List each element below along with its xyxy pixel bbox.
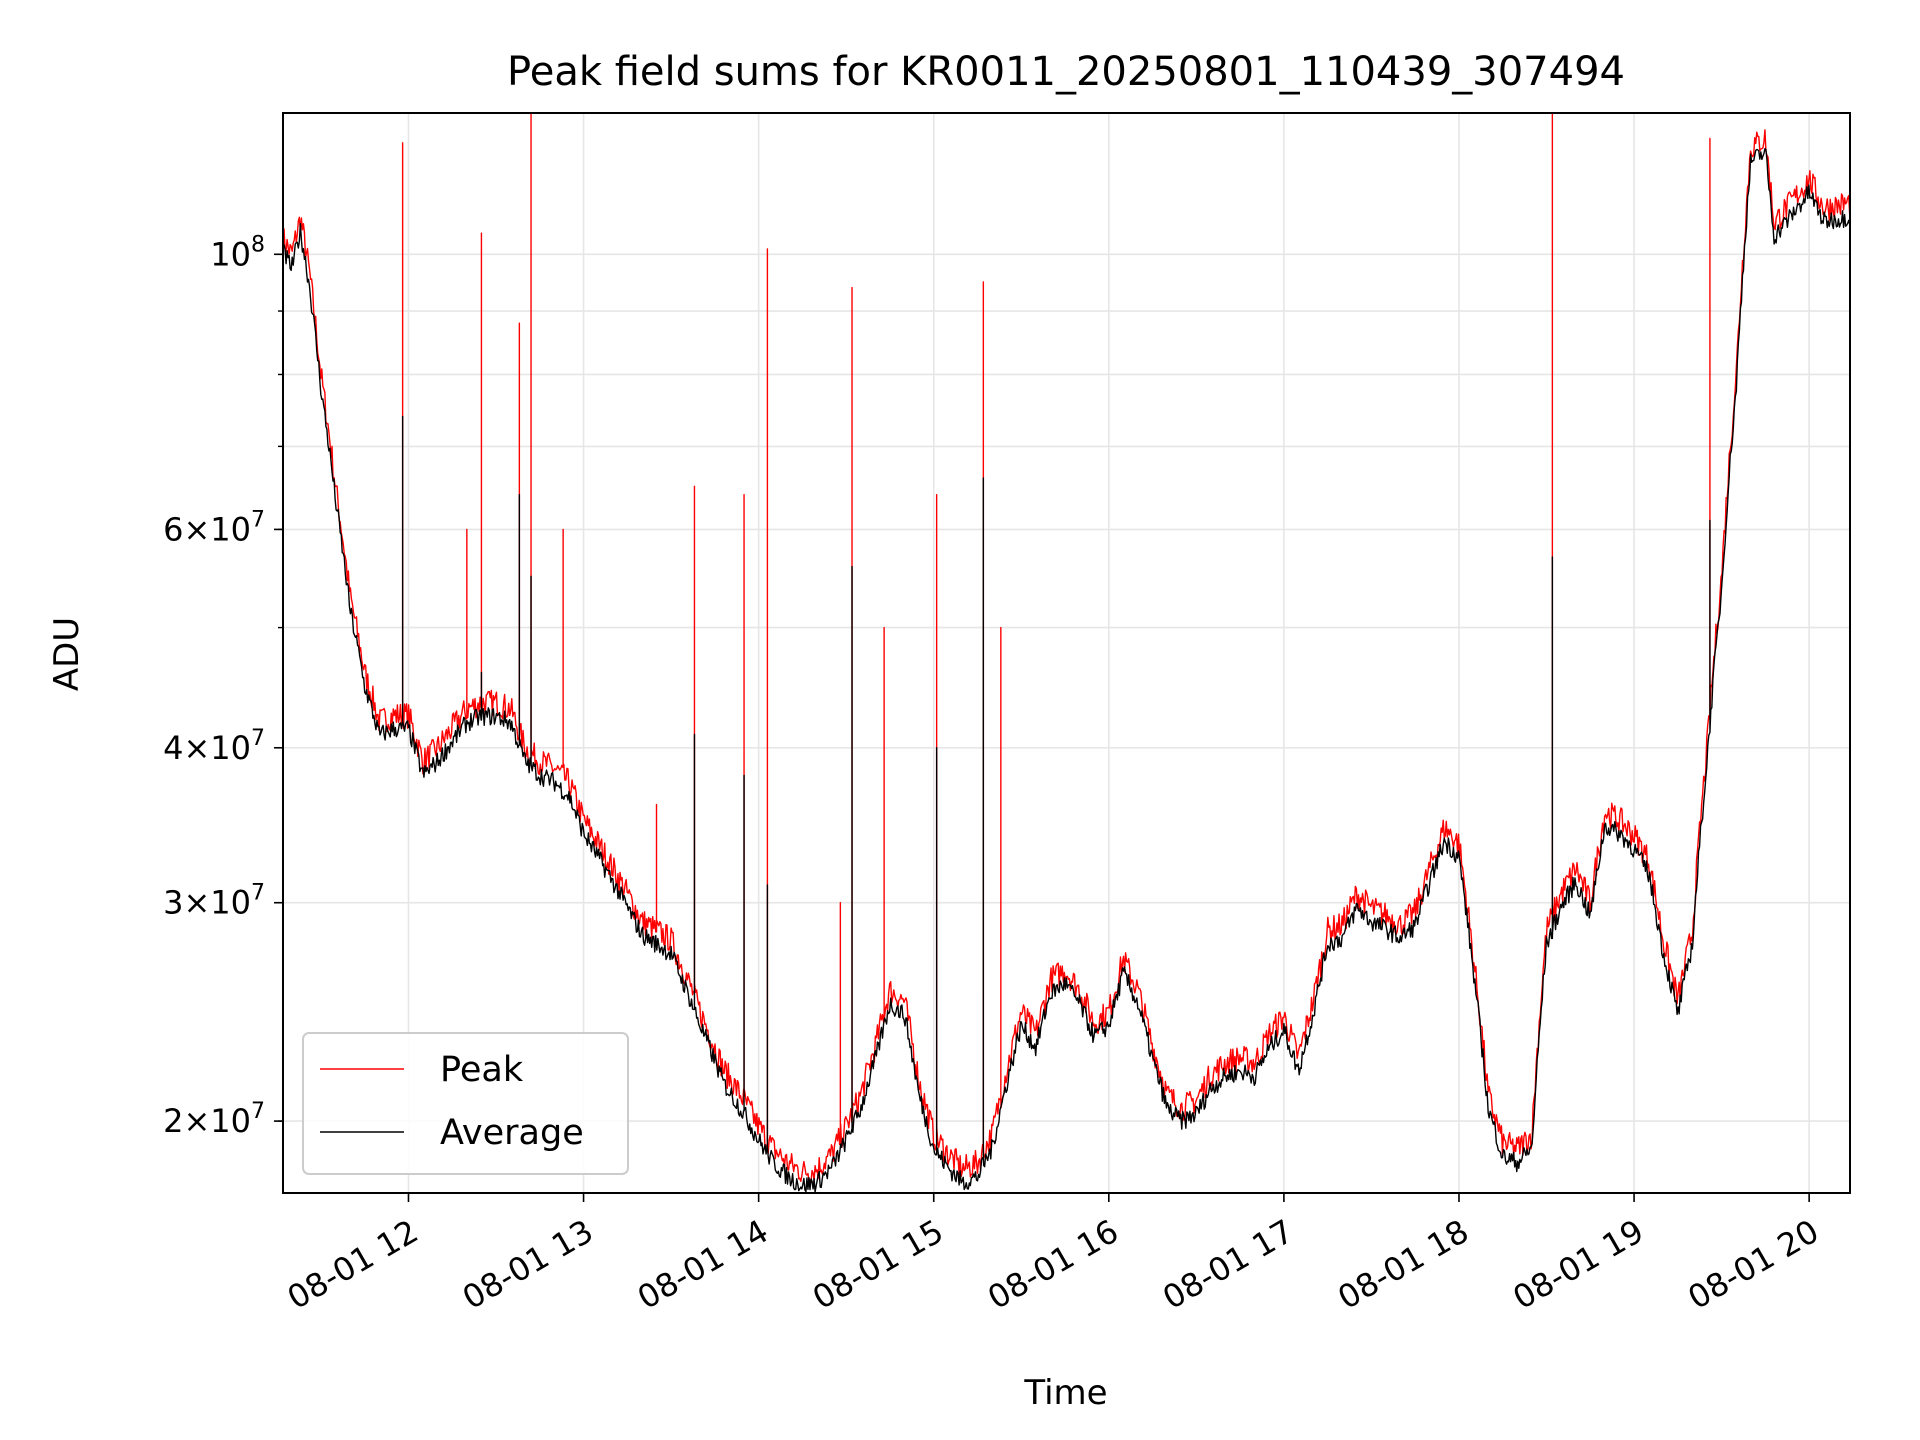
- x-tick-label: 08-01 19: [1506, 1212, 1650, 1317]
- legend-label-average: Average: [440, 1113, 584, 1153]
- legend-label-peak: Peak: [440, 1050, 524, 1090]
- grid: [283, 113, 1850, 1193]
- x-tick-label: 08-01 14: [631, 1212, 775, 1317]
- series-average-line: [283, 147, 1850, 1193]
- x-tick-label: 08-01 17: [1156, 1212, 1300, 1317]
- x-tick-label: 08-01 20: [1682, 1212, 1826, 1317]
- y-tick-label: 6×107: [163, 507, 265, 548]
- legend: Peak Average: [302, 1032, 629, 1175]
- series-peak-line: [283, 113, 1850, 1183]
- x-axis-label: Time: [1023, 1373, 1107, 1413]
- chart-title: Peak field sums for KR0011_20250801_1104…: [507, 49, 1625, 95]
- x-tick-label: 08-01 12: [281, 1212, 425, 1317]
- x-tick-label: 08-01 18: [1331, 1212, 1475, 1317]
- x-tick-label: 08-01 15: [806, 1212, 950, 1317]
- x-tick-label: 08-01 13: [456, 1212, 600, 1317]
- y-tick-label: 2×107: [163, 1099, 265, 1140]
- x-tick-label: 08-01 16: [981, 1212, 1125, 1317]
- series-group: [283, 113, 1850, 1193]
- y-tick-label: 3×107: [163, 881, 265, 922]
- y-tick-label: 4×107: [163, 726, 265, 767]
- plot-frame: [282, 112, 1851, 1194]
- y-axis-label: ADU: [47, 617, 87, 691]
- y-tick-label: 108: [210, 232, 265, 273]
